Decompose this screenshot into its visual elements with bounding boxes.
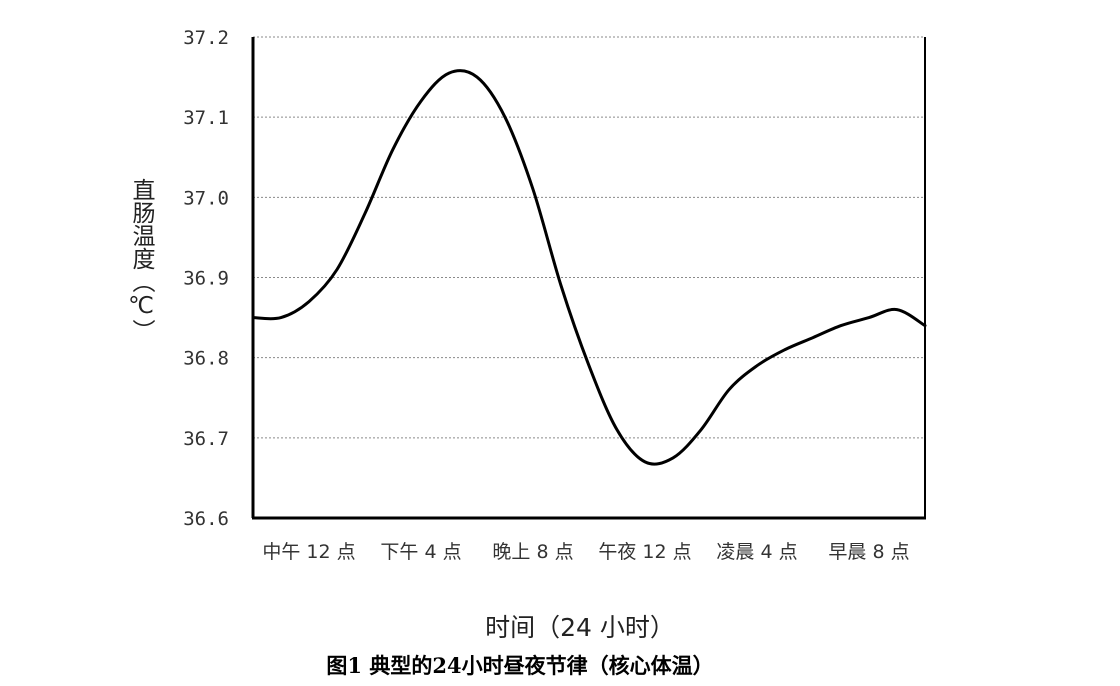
y-tick-label: 36.8 (183, 348, 229, 370)
x-tick-label: 凌晨 4 点 (716, 541, 797, 563)
y-tick-label: 37.0 (183, 187, 229, 209)
x-axis-label: 时间（24 小时） (485, 613, 675, 642)
grid-lines (253, 36, 925, 439)
y-tick-label: 36.9 (183, 268, 229, 290)
x-tick-label: 中午 12 点 (262, 541, 355, 563)
x-tick-label: 早晨 8 点 (828, 541, 909, 563)
x-tick-label: 下午 4 点 (380, 541, 461, 563)
y-tick-labels: 36.6 36.7 36.8 36.9 37.0 37.1 37.2 (183, 27, 229, 530)
figure-caption: 图1 典型的24小时昼夜节律（核心体温） (326, 653, 714, 678)
series-line (251, 69, 927, 466)
x-tick-label: 午夜 12 点 (598, 541, 691, 563)
x-tick-labels: 中午 12 点 下午 4 点 晚上 8 点 午夜 12 点 凌晨 4 点 早晨 8 点 (262, 541, 909, 563)
y-tick-label: 37.1 (183, 107, 229, 129)
y-axis-label: 直肠温度（℃） (128, 178, 154, 342)
x-tick-label: 晚上 8 点 (492, 541, 573, 563)
y-tick-label: 36.6 (183, 508, 229, 530)
y-tick-label: 36.7 (183, 428, 229, 450)
y-tick-label: 37.2 (183, 27, 229, 49)
